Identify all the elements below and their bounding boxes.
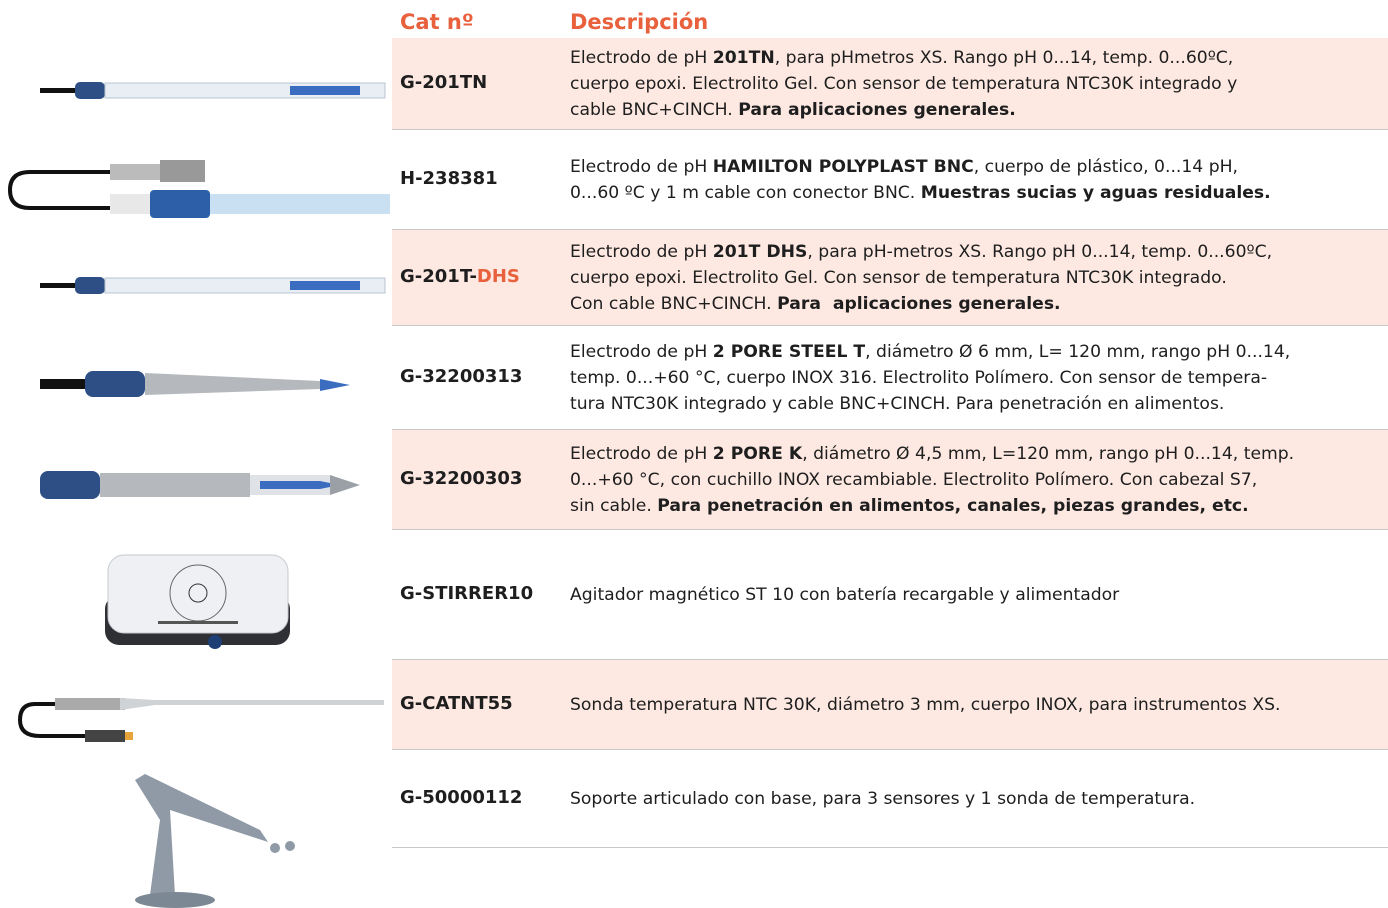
text: , para pHmetros XS. Rango pH 0...14, tem… (774, 48, 1234, 68)
description-line: tura NTC30K integrado y cable BNC+CINCH.… (570, 391, 1290, 417)
cat-code: G-201TN (400, 72, 487, 93)
text: cuerpo epoxi. Electrolito Gel. Con senso… (570, 74, 1238, 94)
code-part: G-32200303 (400, 468, 523, 489)
description: Agitador magnético ST 10 con batería rec… (570, 582, 1119, 608)
code-part: G-201TN (400, 72, 488, 93)
text: Electrodo de pH (570, 342, 713, 362)
bold-text: 201T DHS (712, 242, 808, 262)
description: Soporte articulado con base, para 3 sens… (570, 786, 1195, 812)
code-part: G-CATNT55 (400, 693, 513, 714)
text: temp. 0...+60 °C, cuerpo INOX 316. Elect… (570, 368, 1268, 388)
table-row: G-32200313 Electrodo de pH 2 PORE STEEL T… (392, 326, 1388, 430)
description-line: Electrodo de pH 2 PORE STEEL T, diámetro… (570, 339, 1290, 365)
description: Electrodo de pH 2 PORE K, diámetro Ø 4,5… (570, 441, 1294, 519)
description-line: cuerpo epoxi. Electrolito Gel. Con senso… (570, 71, 1237, 97)
text: tura NTC30K integrado y cable BNC+CINCH.… (570, 394, 1225, 414)
description-line: 0...60 ºC y 1 m cable con conector BNC. … (570, 180, 1271, 206)
bold-text: Para aplicaciones generales. (777, 294, 1061, 314)
description-line: temp. 0...+60 °C, cuerpo INOX 316. Elect… (570, 365, 1290, 391)
description-line: Electrodo de pH HAMILTON POLYPLAST BNC, … (570, 154, 1271, 180)
electrode-image (40, 82, 386, 99)
header-description: Descripción (570, 10, 709, 34)
code-part: G-32200313 (400, 366, 523, 387)
cat-code: H-238381 (400, 168, 498, 189)
electrode-image (40, 277, 386, 294)
code-part: DHS (476, 266, 520, 287)
code-part: G-201T- (400, 266, 477, 287)
table-row: G-50000112 Soporte articulado con base, p… (392, 750, 1388, 848)
text: 0...60 ºC y 1 m cable con conector BNC. (570, 183, 921, 203)
stirrer-image (105, 554, 290, 649)
cat-code: G-CATNT55 (400, 693, 513, 714)
table-row: H-238381 Electrodo de pH HAMILTON POLYPLA… (392, 130, 1388, 230)
description-line: sin cable. Para penetración en alimentos… (570, 493, 1294, 519)
text: Electrodo de pH (570, 444, 713, 464)
description: Electrodo de pH HAMILTON POLYPLAST BNC, … (570, 154, 1271, 206)
description-line: Con cable BNC+CINCH. Para aplicaciones g… (570, 291, 1272, 317)
bold-text: Para penetración en alimentos, canales, … (657, 496, 1249, 516)
description-line: Sonda temperatura NTC 30K, diámetro 3 mm… (570, 692, 1280, 718)
description: Sonda temperatura NTC 30K, diámetro 3 mm… (570, 692, 1280, 718)
table-row: G-CATNT55 Sonda temperatura NTC 30K, diám… (392, 660, 1388, 750)
table-row: G-STIRRER10 Agitador magnético ST 10 con … (392, 530, 1388, 660)
text: cuerpo epoxi. Electrolito Gel. Con senso… (570, 268, 1227, 288)
table-row: G-32200303 Electrodo de pH 2 PORE K, diám… (392, 430, 1388, 530)
text: Electrodo de pH (570, 48, 713, 68)
electrode-image (7, 160, 390, 218)
text: , para pH-metros XS. Rango pH 0...14, te… (807, 242, 1273, 262)
table-row: G-201TN Electrodo de pH 201TN, para pHmet… (392, 38, 1388, 130)
text: , diámetro Ø 4,5 mm, L=120 mm, rango pH … (802, 444, 1295, 464)
description-line: Agitador magnético ST 10 con batería rec… (570, 582, 1119, 608)
bold-text: HAMILTON POLYPLAST BNC (712, 157, 974, 177)
cat-code: G-32200313 (400, 366, 522, 387)
description-line: Electrodo de pH 201T DHS, para pH-metros… (570, 239, 1272, 265)
text: sin cable. (570, 496, 658, 516)
table-row: G-201T-DHS Electrodo de pH 201T DHS, para… (392, 230, 1388, 326)
description-line: Soporte articulado con base, para 3 sens… (570, 786, 1195, 812)
bold-text: Para aplicaciones generales. (738, 100, 1016, 120)
text: Con cable BNC+CINCH. (570, 294, 778, 314)
bold-text: 201TN (712, 48, 775, 68)
text: , cuerpo de plástico, 0...14 pH, (973, 157, 1239, 177)
description: Electrodo de pH 201T DHS, para pH-metros… (570, 239, 1272, 317)
description-line: 0...+60 °C, con cuchillo INOX recambiabl… (570, 467, 1294, 493)
code-part: G-50000112 (400, 787, 523, 808)
electrode-image (40, 371, 350, 397)
stand-image (135, 774, 295, 908)
header-code: Cat nº (400, 10, 474, 34)
description: Electrodo de pH 2 PORE STEEL T, diámetro… (570, 339, 1290, 417)
text: Soporte articulado con base, para 3 sens… (570, 789, 1196, 809)
bold-text: 2 PORE K (712, 444, 803, 464)
description-line: Electrodo de pH 201TN, para pHmetros XS.… (570, 45, 1237, 71)
text: 0...+60 °C, con cuchillo INOX recambiabl… (570, 470, 1258, 490)
text: , diámetro Ø 6 mm, L= 120 mm, rango pH 0… (865, 342, 1291, 362)
code-part: H-238381 (400, 168, 498, 189)
bold-text: 2 PORE STEEL T (712, 342, 866, 362)
text: Agitador magnético ST 10 con batería rec… (570, 585, 1120, 605)
text: Electrodo de pH (570, 242, 713, 262)
description: Electrodo de pH 201TN, para pHmetros XS.… (570, 45, 1237, 123)
text: Sonda temperatura NTC 30K, diámetro 3 mm… (570, 695, 1281, 715)
bold-text: Muestras sucias y aguas residuales. (920, 183, 1271, 203)
cat-code: G-32200303 (400, 468, 522, 489)
cat-code: G-STIRRER10 (400, 583, 533, 604)
description-line: Electrodo de pH 2 PORE K, diámetro Ø 4,5… (570, 441, 1294, 467)
code-part: G-STIRRER10 (400, 583, 534, 604)
description-line: cable BNC+CINCH. Para aplicaciones gener… (570, 97, 1237, 123)
cat-code: G-201T-DHS (400, 266, 520, 287)
cat-code: G-50000112 (400, 787, 522, 808)
electrode-image (40, 471, 360, 499)
description-line: cuerpo epoxi. Electrolito Gel. Con senso… (570, 265, 1272, 291)
text: Electrodo de pH (570, 157, 713, 177)
probe-image (17, 698, 384, 742)
text: cable BNC+CINCH. (570, 100, 739, 120)
